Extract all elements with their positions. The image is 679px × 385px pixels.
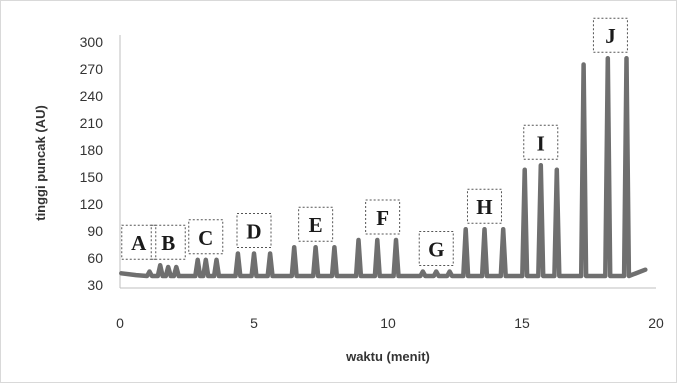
y-tick-label: 150	[80, 169, 104, 185]
y-tick-label: 210	[80, 115, 104, 131]
x-tick-label: 0	[116, 315, 124, 331]
group-box-j	[592, 17, 628, 53]
group-label-f: F	[376, 206, 389, 230]
x-axis-title: waktu (menit)	[345, 349, 430, 364]
y-tick-label: 240	[80, 88, 104, 104]
x-tick-label: 5	[250, 315, 258, 331]
group-box-i	[523, 124, 559, 160]
x-tick-label: 20	[648, 315, 664, 331]
group-label-a: A	[131, 231, 147, 255]
x-tick-label: 10	[380, 315, 396, 331]
group-label-h: H	[476, 195, 492, 219]
group-label-j: J	[605, 24, 616, 48]
group-label-g: G	[428, 238, 444, 262]
group-label-i: I	[537, 131, 545, 155]
group-box-d	[236, 213, 272, 248]
group-box-h	[466, 188, 502, 224]
group-box-a	[121, 224, 157, 260]
y-tick-label: 180	[80, 142, 104, 158]
y-tick-label: 120	[80, 196, 104, 212]
y-tick-label: 90	[87, 223, 103, 239]
group-box-f	[365, 199, 401, 235]
y-tick-label: 60	[87, 250, 103, 266]
chromatogram-trace	[119, 55, 648, 279]
group-label-c: C	[198, 226, 213, 250]
y-axis-title: tinggi puncak (AU)	[33, 105, 48, 221]
group-box-e	[298, 206, 334, 242]
x-tick-label: 15	[514, 315, 530, 331]
group-box-b	[150, 224, 186, 260]
group-label-d: D	[246, 220, 261, 244]
y-tick-label: 270	[80, 61, 104, 77]
group-box-c	[188, 219, 224, 255]
y-tick-label: 300	[80, 34, 104, 50]
y-tick-label: 30	[87, 277, 103, 293]
group-label-b: B	[161, 231, 175, 255]
group-box-g	[418, 231, 454, 266]
group-label-e: E	[309, 213, 323, 237]
